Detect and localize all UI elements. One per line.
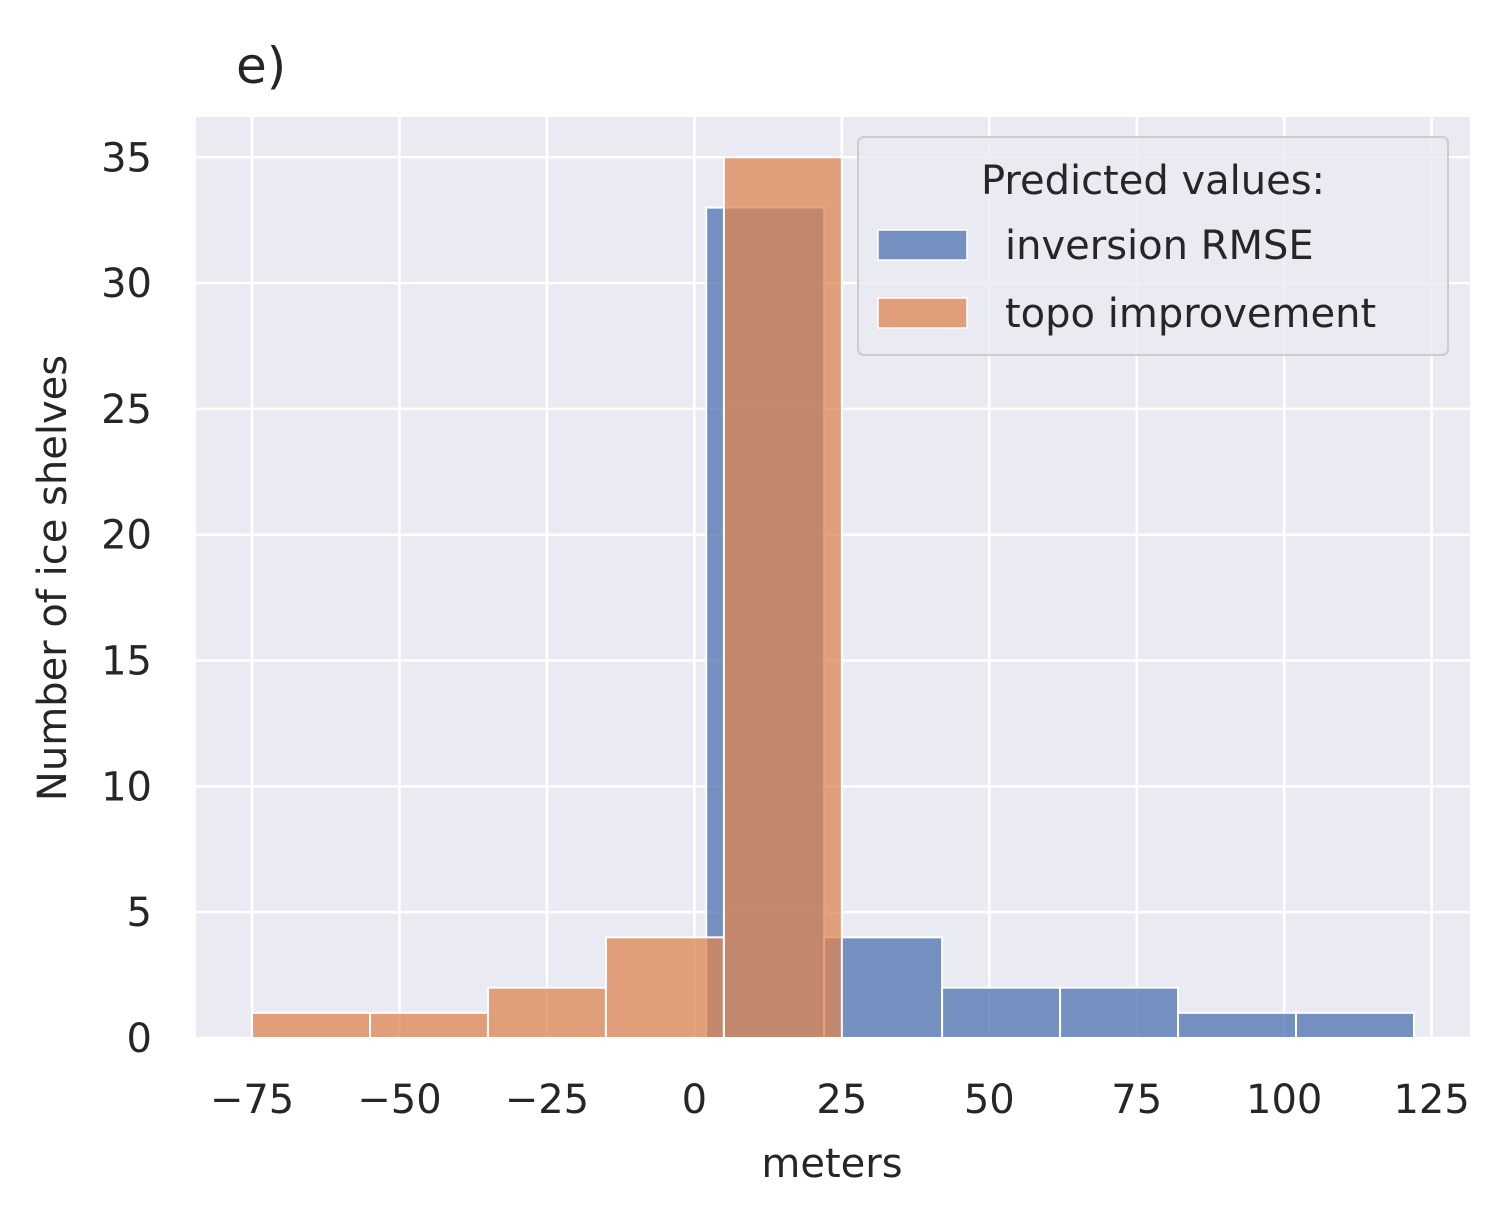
histogram-bar-inversion-rmse	[1177, 1011, 1298, 1039]
y-tick-label: 20	[101, 513, 152, 559]
x-tick-label: 0	[682, 1077, 707, 1123]
y-tick-label: 25	[101, 387, 152, 433]
histogram-bar-inversion-rmse	[823, 936, 944, 1039]
x-tick-label: −25	[505, 1077, 589, 1123]
chart-title: e)	[236, 37, 286, 95]
y-tick-label: 35	[101, 135, 152, 181]
y-tick-label: 30	[101, 261, 152, 307]
x-axis-label: meters	[761, 1141, 902, 1187]
x-tick-label: −75	[210, 1077, 294, 1123]
legend-title: Predicted values:	[981, 158, 1325, 204]
y-tick-label: 5	[127, 890, 152, 936]
bars	[251, 156, 1415, 1040]
legend-label-topo-improvement: topo improvement	[1005, 291, 1376, 337]
x-tick-label: 50	[964, 1077, 1015, 1123]
histogram-bar-topo-improvement	[722, 156, 843, 1040]
x-tick-label: 100	[1246, 1077, 1322, 1123]
legend: Predicted values: inversion RMSE topo im…	[857, 136, 1449, 356]
y-tick-label: 0	[127, 1016, 152, 1062]
histogram-bar-inversion-rmse	[1295, 1011, 1415, 1039]
y-tick-label: 10	[101, 764, 152, 810]
legend-swatch-inversion-rmse	[877, 229, 968, 261]
y-axis-label: Number of ice shelves	[30, 355, 76, 801]
legend-box	[857, 136, 1449, 356]
legend-label-inversion-rmse: inversion RMSE	[1005, 223, 1314, 269]
histogram-bar-inversion-rmse	[941, 986, 1062, 1039]
legend-swatch-topo-improvement	[877, 297, 968, 329]
y-tick-label: 15	[101, 639, 152, 685]
x-tick-label: 25	[816, 1077, 867, 1123]
x-tick-label: −50	[357, 1077, 441, 1123]
x-tick-label: 75	[1111, 1077, 1162, 1123]
histogram-bar-topo-improvement	[251, 1011, 371, 1039]
x-axis-ticks: −75 −50 −25 0 25 50 75 100 125	[210, 1077, 1470, 1123]
histogram-bar-topo-improvement	[486, 986, 607, 1039]
y-axis-ticks: 0 5 10 15 20 25 30 35	[101, 135, 152, 1062]
histogram-bar-inversion-rmse	[1059, 986, 1180, 1039]
histogram-bar-topo-improvement	[368, 1011, 489, 1039]
histogram-bar-topo-improvement	[604, 936, 725, 1039]
x-tick-label: 125	[1393, 1077, 1469, 1123]
